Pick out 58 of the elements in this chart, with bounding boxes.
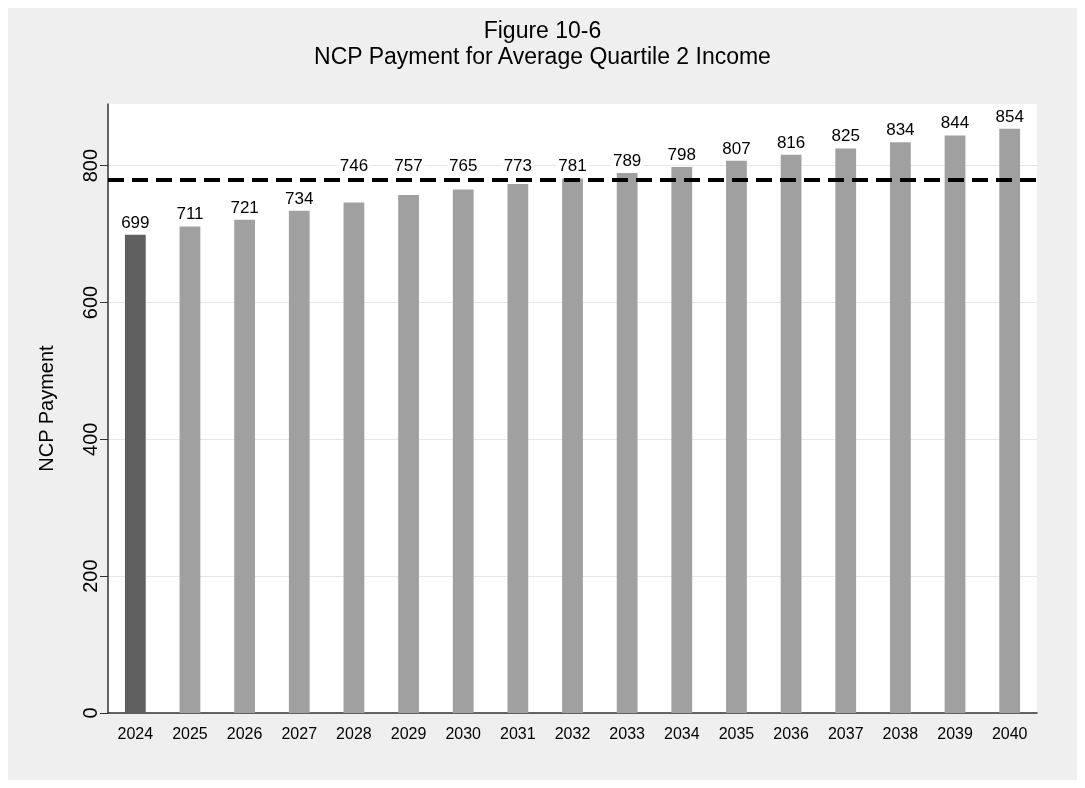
bar (835, 148, 857, 713)
chart-title: Figure 10-6 NCP Payment for Average Quartile 2 Income (314, 17, 771, 69)
data-label: 746 (339, 155, 369, 175)
data-label: 721 (230, 197, 259, 217)
y-tick-label: 0 (79, 707, 101, 719)
x-tick-label: 2030 (445, 724, 482, 742)
x-tick-label: 2032 (554, 724, 591, 742)
data-label: 773 (503, 155, 533, 175)
bar (780, 154, 802, 713)
x-tick-label: 2027 (281, 724, 318, 742)
bar (616, 173, 638, 713)
x-tick-label: 2031 (500, 724, 536, 742)
y-tick-label: 200 (79, 559, 101, 593)
bar (288, 210, 310, 713)
bar (671, 166, 693, 713)
data-label: 825 (831, 126, 860, 146)
data-label: 789 (612, 151, 642, 171)
bar (452, 189, 474, 713)
y-tick-label: 600 (79, 285, 101, 320)
bar (944, 135, 966, 713)
data-label: 798 (667, 144, 696, 164)
data-label: 699 (121, 212, 150, 232)
x-tick-label: 2033 (609, 724, 646, 742)
x-tick-label: 2040 (991, 724, 1028, 742)
bar (398, 195, 419, 713)
x-tick-label: 2036 (773, 724, 809, 742)
data-label: 757 (394, 155, 423, 175)
bar (726, 160, 747, 713)
bar (179, 226, 201, 713)
bar (562, 178, 583, 713)
data-label: 781 (558, 155, 587, 175)
data-label: 854 (995, 106, 1024, 126)
y-axis-title: NCP Payment (35, 344, 57, 472)
bar (234, 219, 255, 713)
x-tick-label: 2028 (336, 724, 372, 742)
data-label: 765 (449, 155, 478, 175)
bar (999, 128, 1021, 713)
data-label: 834 (886, 120, 915, 140)
bar (124, 234, 146, 713)
x-tick-label: 2024 (117, 724, 154, 742)
x-tick-label: 2026 (226, 724, 263, 742)
x-tick-label: 2025 (172, 724, 208, 742)
x-tick-label: 2039 (937, 724, 973, 742)
data-label: 807 (722, 138, 751, 158)
x-tick-label: 2035 (718, 724, 755, 742)
bar (507, 184, 529, 713)
x-tick-label: 2029 (390, 724, 427, 742)
bar (343, 202, 365, 713)
bar (890, 142, 911, 713)
y-tick-label: 800 (79, 148, 101, 183)
data-label: 711 (176, 204, 204, 224)
data-label: 734 (285, 188, 314, 208)
data-label: 816 (776, 132, 806, 152)
y-tick-label: 400 (79, 422, 101, 456)
data-label: 844 (940, 113, 970, 133)
x-tick-label: 2034 (664, 724, 700, 742)
x-tick-label: 2037 (827, 724, 864, 742)
x-tick-label: 2038 (882, 724, 919, 742)
